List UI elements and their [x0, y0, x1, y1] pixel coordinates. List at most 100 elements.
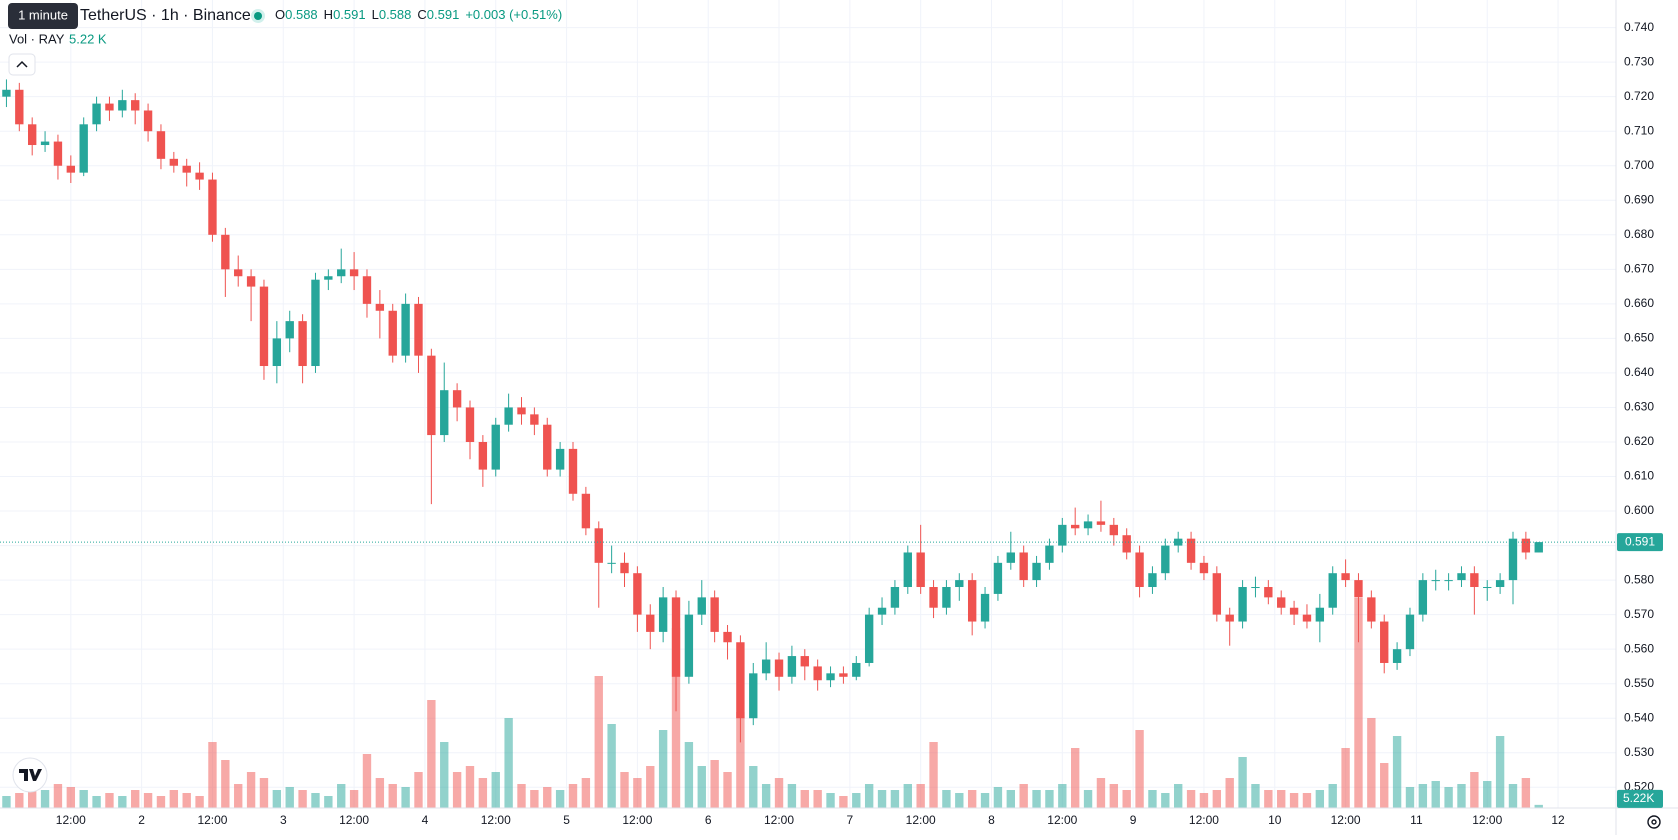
volume-bar	[53, 784, 63, 808]
candle-body	[182, 165, 191, 173]
candle-body	[723, 631, 732, 643]
candle-body	[1328, 573, 1337, 608]
x-tick-label: 12:00	[56, 813, 86, 827]
volume-bar	[375, 778, 385, 808]
volume-bar	[79, 790, 88, 808]
ohlc: O0.588 H0.591 L0.588 C0.591 +0.003 (+0.51%)	[275, 7, 562, 22]
volume-bar	[774, 778, 784, 808]
candle-body	[53, 141, 63, 166]
candle-body	[1135, 552, 1144, 588]
candle-body	[1508, 538, 1518, 581]
y-tick-label: 0.570	[1624, 607, 1654, 621]
candle-body	[890, 587, 900, 608]
candle-body	[375, 303, 385, 311]
y-tick-label: 0.670	[1624, 262, 1654, 276]
candle-body	[1354, 580, 1363, 598]
candle-body	[761, 659, 771, 674]
volume-bar	[491, 772, 500, 808]
candle-body	[272, 338, 282, 367]
x-tick-label: 12:00	[1331, 813, 1361, 827]
y-tick-label: 0.540	[1624, 710, 1654, 724]
volume-bar	[761, 784, 771, 808]
volume-bar	[40, 790, 50, 808]
volume-bar	[1495, 736, 1505, 808]
candle-body	[1058, 524, 1067, 546]
interval-tooltip-box	[8, 3, 78, 29]
candle-body	[1083, 521, 1093, 529]
volume-title: Vol · RAY	[9, 31, 65, 46]
logo	[12, 757, 48, 793]
candle-body	[324, 276, 333, 280]
volume-bar	[118, 796, 127, 808]
volume-bar	[568, 784, 578, 808]
volume-bar	[1238, 757, 1247, 808]
volume-bar	[1534, 804, 1543, 808]
volume-bar	[298, 790, 307, 808]
candle-body	[942, 587, 951, 608]
volume-bar	[362, 754, 372, 808]
volume-bar	[66, 787, 76, 808]
volume-bar	[684, 742, 694, 808]
collapse-icon	[16, 60, 28, 68]
y-tick-label: 0.560	[1624, 641, 1654, 655]
ohlc-value: 0.591	[427, 7, 460, 22]
candle-body	[955, 580, 964, 588]
ohlc-value: 0.588	[285, 7, 318, 22]
volume-bar	[826, 793, 835, 808]
candle-body	[1521, 538, 1531, 553]
settings-icon[interactable]	[1647, 815, 1661, 829]
y-tick-label: 0.550	[1624, 676, 1654, 690]
candle-body	[671, 597, 681, 677]
symbol-title: TetherUS · 1h · Binance	[80, 7, 251, 24]
candle-body	[1418, 580, 1428, 615]
volume-bar	[1328, 784, 1337, 808]
x-tick-label: 12:00	[764, 813, 794, 827]
volume-bar	[427, 700, 436, 808]
volume-bar	[1405, 787, 1415, 808]
volume-bar	[1019, 784, 1028, 808]
volume-bar	[671, 628, 681, 808]
candle-body	[2, 89, 11, 97]
volume-bar	[1161, 793, 1170, 808]
volume-bar	[388, 784, 397, 808]
candle-body	[349, 269, 359, 277]
volume-bar	[1470, 772, 1479, 808]
volume-bar	[1418, 784, 1428, 808]
y-tick-label: 0.710	[1624, 123, 1654, 137]
volume-bar	[1367, 718, 1376, 808]
candle-body	[916, 552, 925, 588]
candle-body	[169, 158, 179, 166]
candle-body	[1212, 573, 1222, 615]
volume-bar	[1277, 790, 1286, 808]
change: +0.003 (+0.51%)	[465, 7, 562, 22]
volume-bar	[942, 790, 951, 808]
y-tick-label: 0.640	[1624, 365, 1654, 379]
candle-body	[800, 656, 809, 667]
candle-body	[555, 448, 565, 470]
candle-body	[118, 100, 127, 111]
last-price-box	[1617, 533, 1663, 552]
volume-bar	[1058, 784, 1067, 808]
volume-bar	[1071, 748, 1080, 808]
candle-body	[568, 448, 578, 494]
candle-body	[337, 269, 346, 277]
candle-body	[1225, 614, 1234, 622]
candle-body	[1161, 545, 1170, 574]
volume-bar	[337, 784, 346, 808]
candle-body	[1302, 614, 1312, 622]
collapse-button[interactable]	[8, 53, 36, 76]
candle-body	[388, 310, 397, 356]
volume-bar	[15, 793, 24, 808]
y-tick-label: 0.620	[1624, 434, 1654, 448]
candle-body	[1367, 597, 1376, 622]
candle-body	[440, 390, 449, 436]
volume-bar	[839, 796, 848, 808]
candle-body	[826, 673, 835, 681]
candle-body	[607, 562, 616, 564]
volume-bar	[478, 778, 488, 808]
candle-body	[839, 673, 848, 677]
candle-body	[1315, 607, 1325, 622]
candle-body	[1431, 580, 1440, 582]
y-tick-label: 0.730	[1624, 54, 1654, 68]
